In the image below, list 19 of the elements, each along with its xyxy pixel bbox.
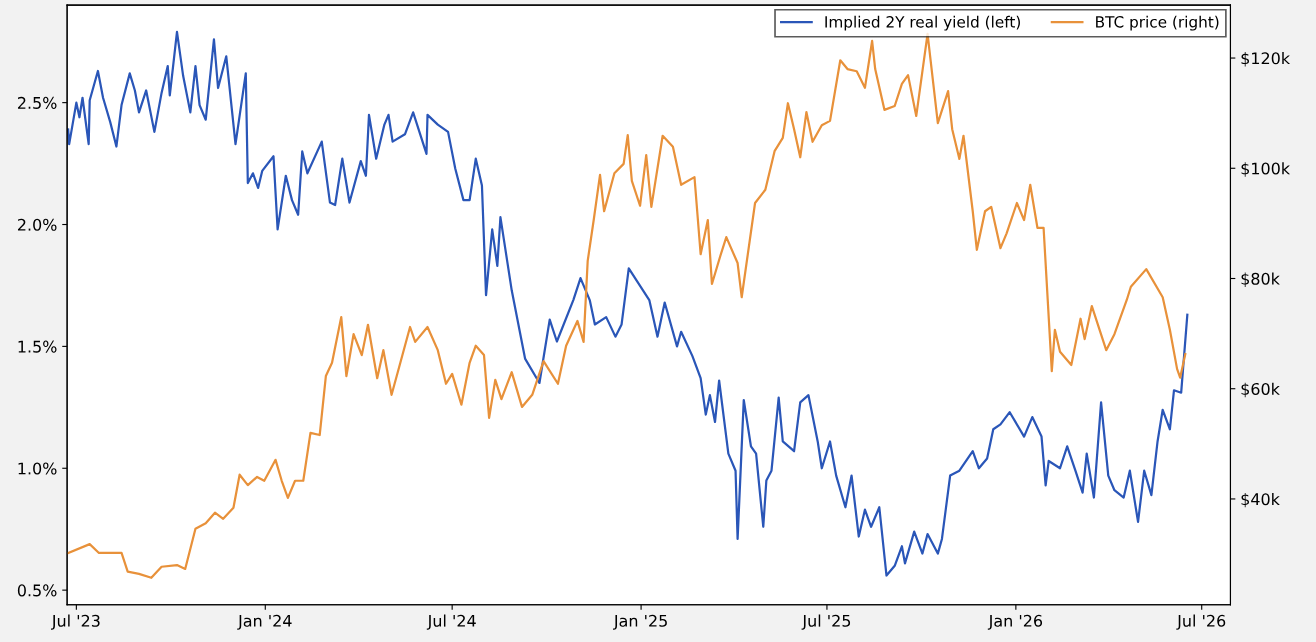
y2-tick-label: $40k <box>1241 492 1280 508</box>
y-tick-label: 2.0% <box>17 218 57 231</box>
y2-tick-label: $100k <box>1241 162 1291 177</box>
y-tick-label: 2.5% <box>17 96 57 109</box>
legend-label: Implied 2Y real yield (left) <box>825 15 1020 31</box>
y-tick-label: 1.5% <box>18 340 57 353</box>
y2-tick-label: $80k <box>1241 272 1280 287</box>
y-tick-label: 0.5% <box>17 584 57 597</box>
x-tick-label: Jan '24 <box>237 614 292 630</box>
x-tick-label: Jul '25 <box>801 614 851 630</box>
x-tick-label: Jul '26 <box>1176 614 1226 630</box>
x-tick-label: Jul '23 <box>51 614 100 630</box>
legend-label: BTC price (right) <box>1096 15 1219 31</box>
y-tick-label: 1.0% <box>18 462 57 475</box>
x-tick-label: Jan '25 <box>613 614 667 630</box>
y2-tick-label: $60k <box>1241 382 1280 398</box>
y2-tick-label: $120k <box>1241 51 1291 67</box>
x-tick-label: Jan '26 <box>987 614 1043 630</box>
x-tick-label: Jul '24 <box>426 614 476 630</box>
